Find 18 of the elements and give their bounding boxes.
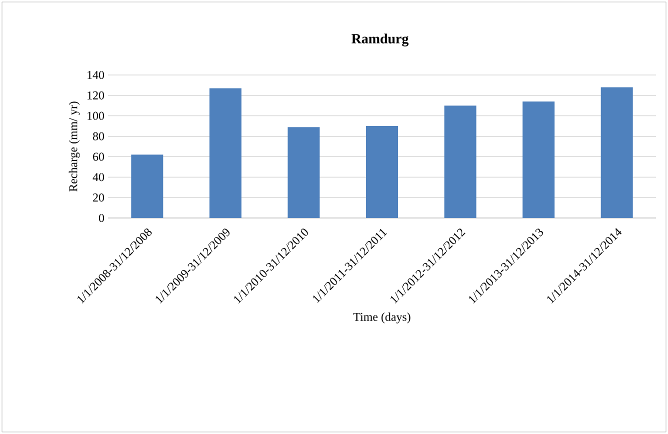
bar [522, 102, 555, 218]
y-tick-label: 120 [88, 91, 104, 100]
y-tick-label: 140 [88, 70, 104, 80]
y-tick-label: 0 [98, 214, 104, 222]
bar [444, 106, 476, 218]
y-tick-label: 80 [92, 132, 104, 140]
bar [131, 154, 164, 218]
x-axis-title: Time (days) [353, 312, 410, 324]
y-axis-title: Recharge (mm/ yr) [68, 102, 80, 192]
y-tick-label: 20 [93, 194, 104, 202]
bar [288, 127, 320, 218]
bar [366, 126, 398, 218]
y-tick-label: 100 [88, 112, 104, 120]
bar [209, 88, 242, 218]
y-tick-label: 60 [93, 152, 104, 161]
chart-title: Ramdurg [352, 34, 409, 46]
bar [600, 87, 633, 218]
y-tick-label: 40 [92, 173, 104, 182]
